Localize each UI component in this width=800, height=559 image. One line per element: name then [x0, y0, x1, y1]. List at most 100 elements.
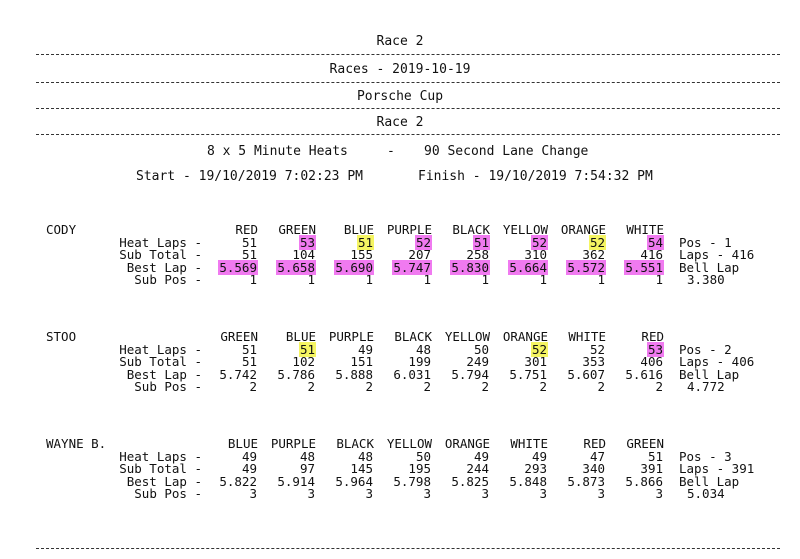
bell-lap-value: 5.034 [687, 486, 725, 502]
best-lap-text: 5.664 [508, 259, 548, 275]
heat-laps-value: 51 [432, 234, 490, 250]
heat-laps-value: 47 [548, 449, 606, 464]
sub-pos-value: 1 [200, 272, 258, 287]
sub-total-text: 244 [466, 461, 489, 477]
bell-lap-label: Bell Lap [679, 366, 740, 382]
sub-total-value: 244 [432, 461, 490, 476]
sub-total-value: 151 [316, 354, 374, 369]
driver-name: WAYNE B. [46, 436, 107, 451]
best-lap-text: 5.786 [277, 366, 315, 382]
sub-total-text: 353 [582, 354, 605, 370]
heat-laps-value: 48 [258, 449, 316, 464]
lane-color-header: BLUE [343, 222, 374, 237]
sub-pos-text: 2 [655, 379, 663, 395]
sub-total-text: 340 [582, 461, 605, 477]
heat-laps-value: 49 [490, 449, 548, 464]
heat-laps-value: 52 [490, 234, 548, 250]
series-name: Porsche Cup [356, 89, 444, 104]
sub-pos-value: 3 [548, 486, 606, 501]
row-label-heat-laps: Heat Laps - [119, 341, 202, 357]
best-lap-text: 5.742 [219, 366, 257, 382]
sub-total-text: 145 [350, 461, 373, 477]
best-lap-value: 5.551 [606, 259, 664, 275]
position-result: Pos - 3 [679, 448, 732, 464]
heat-laps-value: 49 [316, 342, 374, 357]
sub-total-value: 249 [432, 354, 490, 369]
sub-total-text: 104 [292, 247, 315, 263]
best-lap-value: 5.572 [548, 259, 606, 275]
sub-total-value: 155 [316, 247, 374, 262]
sub-pos-value: 2 [258, 379, 316, 394]
sub-total-value: 51 [200, 354, 258, 369]
best-lap-value: 5.794 [432, 367, 490, 382]
best-lap-text: 5.607 [567, 366, 605, 382]
sub-pos-value: 3 [490, 486, 548, 501]
sub-total-value: 362 [548, 247, 606, 262]
bell-lap-value: 4.772 [687, 379, 725, 395]
heat-laps-value: 50 [432, 342, 490, 357]
best-lap-text: 5.830 [450, 259, 490, 275]
heat-laps-text: 49 [241, 448, 257, 464]
lane-color-header: YELLOW [444, 329, 490, 344]
sub-pos-text: 2 [597, 379, 605, 395]
best-lap-value: 5.866 [606, 474, 664, 489]
sub-pos-value: 2 [316, 379, 374, 394]
best-lap-text: 5.572 [566, 259, 606, 275]
row-label-sub-total: Sub Total - [119, 354, 202, 370]
lane-color-header: BLACK [452, 222, 490, 237]
sub-pos-value: 3 [258, 486, 316, 501]
heat-laps-value: 52 [374, 234, 432, 250]
best-lap-text: 5.569 [218, 259, 258, 275]
lane-color-header: BLUE [285, 329, 316, 344]
sub-total-text: 416 [640, 247, 663, 263]
best-lap-text: 5.551 [624, 259, 664, 275]
sub-total-value: 199 [374, 354, 432, 369]
heat-laps-text: 51 [647, 448, 663, 464]
sub-total-value: 195 [374, 461, 432, 476]
position-result: Pos - 1 [679, 234, 732, 250]
sub-pos-value: 2 [374, 379, 432, 394]
best-lap-value: 5.964 [316, 474, 374, 489]
heat-laps-value: 51 [200, 342, 258, 357]
lane-color-header: YELLOW [386, 436, 432, 451]
heat-laps-text: 50 [415, 448, 431, 464]
heat-laps-text: 49 [473, 448, 489, 464]
finish-time: Finish - 19/10/2019 7:54:32 PM [418, 169, 653, 184]
sub-pos-value: 3 [200, 486, 258, 501]
best-lap-value: 5.747 [374, 259, 432, 275]
divider [36, 108, 780, 109]
heat-laps-text: 53 [646, 341, 664, 357]
lane-color-header: WHITE [626, 222, 664, 237]
row-label-sub-total: Sub Total - [119, 461, 202, 477]
sub-total-value: 145 [316, 461, 374, 476]
sub-total-value: 353 [548, 354, 606, 369]
heat-laps-text: 53 [298, 234, 316, 250]
sub-total-value: 51 [200, 247, 258, 262]
heat-laps-value: 52 [548, 342, 606, 357]
heat-laps-text: 51 [472, 234, 490, 250]
sub-total-value: 310 [490, 247, 548, 262]
best-lap-text: 5.616 [625, 366, 663, 382]
sub-total-text: 155 [350, 247, 373, 263]
best-lap-text: 5.798 [393, 473, 431, 489]
sub-total-value: 391 [606, 461, 664, 476]
best-lap-value: 5.825 [432, 474, 490, 489]
heat-laps-text: 52 [589, 341, 605, 357]
row-label-heat-laps: Heat Laps - [119, 234, 202, 250]
best-lap-value: 5.914 [258, 474, 316, 489]
sub-total-text: 310 [524, 247, 547, 263]
sub-total-value: 301 [490, 354, 548, 369]
best-lap-text: 5.658 [276, 259, 316, 275]
sub-total-value: 207 [374, 247, 432, 262]
best-lap-value: 5.848 [490, 474, 548, 489]
sub-pos-text: 2 [481, 379, 489, 395]
best-lap-value: 5.607 [548, 367, 606, 382]
lane-color-header: PURPLE [270, 436, 316, 451]
sub-pos-text: 3 [365, 486, 373, 502]
divider [36, 82, 780, 83]
lane-color-header: BLACK [336, 436, 374, 451]
best-lap-text: 5.873 [567, 473, 605, 489]
best-lap-text: 5.825 [451, 473, 489, 489]
heats-separator: - [387, 144, 395, 159]
row-label-best-lap: Best Lap - [126, 259, 202, 275]
